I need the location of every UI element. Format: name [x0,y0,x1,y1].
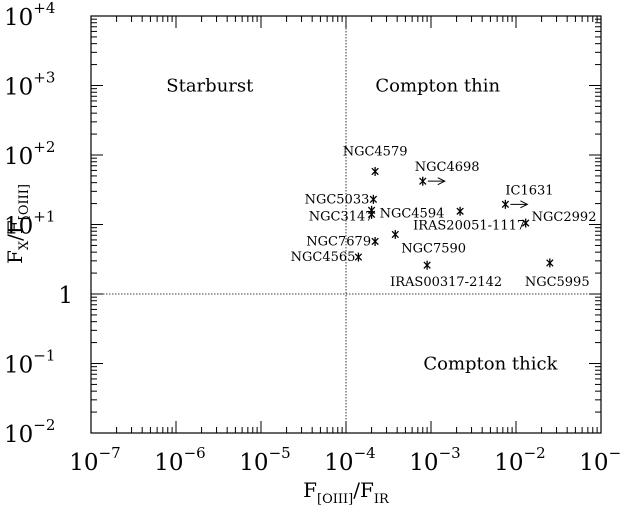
asterisk-marker [501,200,510,209]
point-label: IRAS00317-2142 [390,275,502,290]
data-point: NGC5995 [525,258,590,290]
asterisk-marker [371,237,379,246]
x-tick-label: 10−6 [154,444,205,476]
x-tick-label: 10−2 [494,444,545,476]
y-tick-label: 10+1 [4,208,55,240]
arrow-head [437,177,446,186]
x-tick-label: 10−5 [239,444,290,476]
data-points: NGC4579 NGC4698 NGC5033 NGC4594 NGC3147 NGC76… [291,144,597,290]
point-label: IC1631 [505,183,553,198]
region-label: Compton thin [375,76,500,97]
axis-ticks [90,15,602,434]
asterisk-marker [521,219,530,227]
asterisk-marker [423,261,431,269]
point-label: IRAS20051-1117 [413,218,525,233]
point-label: NGC2992 [532,210,597,225]
y-tick-label: 10+4 [4,0,55,31]
asterisk-marker [369,195,378,204]
asterisk-marker [371,167,379,176]
data-point: NGC3147 [309,209,376,224]
data-point: NGC7679 [306,234,379,249]
data-point: IC1631 [501,183,554,209]
x-tick-label: 10−1 [579,444,621,476]
y-axis-title: FX/F[OIII] [3,184,32,264]
y-tick-label: 10−1 [4,347,55,379]
point-label: NGC7679 [306,234,371,249]
asterisk-marker [456,207,464,215]
x-axis-title: F[OIII]/FIR [303,478,390,507]
x-tick-label: 10−7 [69,444,120,476]
data-point: NGC4565 [291,250,363,265]
asterisk-marker [367,210,376,219]
point-label: NGC4579 [343,144,408,159]
asterisk-marker [391,230,399,239]
data-point: IRAS20051-1117 [413,206,525,233]
point-label: NGC4594 [380,206,445,221]
reference-lines [91,16,601,433]
region-label: Starburst [166,76,254,97]
asterisk-marker [546,259,554,267]
point-label: NGC5995 [525,275,590,290]
point-label: NGC3147 [309,209,374,224]
region-label: Compton thick [423,354,558,375]
point-label: NGC4698 [415,160,480,175]
asterisk-marker [419,177,427,185]
asterisk-marker [354,253,363,261]
arrow-head [520,200,529,209]
data-point: NGC2992 [521,210,597,228]
y-tick-label: 10+2 [4,138,55,170]
data-point: NGC7590 [391,229,466,256]
data-point: IRAS00317-2142 [390,260,502,290]
point-label: NGC5033 [305,192,370,207]
data-point: NGC4579 [343,144,408,176]
x-tick-label: 10−4 [324,444,375,476]
point-label: NGC4565 [291,250,356,265]
data-point: NGC5033 [305,192,378,207]
x-tick-label: 10−3 [409,444,460,476]
data-point: NGC4698 [415,160,480,186]
tick-labels: 10−7 10−6 10−5 10−4 10−3 10−2 10−1 10+4 10+3 10+2… [4,0,621,476]
y-tick-label: 1 [58,283,73,309]
y-tick-label: 10+3 [4,69,55,101]
point-label: NGC7590 [401,241,466,256]
region-labels: Starburst Compton thin Compton thick [166,76,558,375]
y-tick-label: 10−2 [4,416,55,448]
